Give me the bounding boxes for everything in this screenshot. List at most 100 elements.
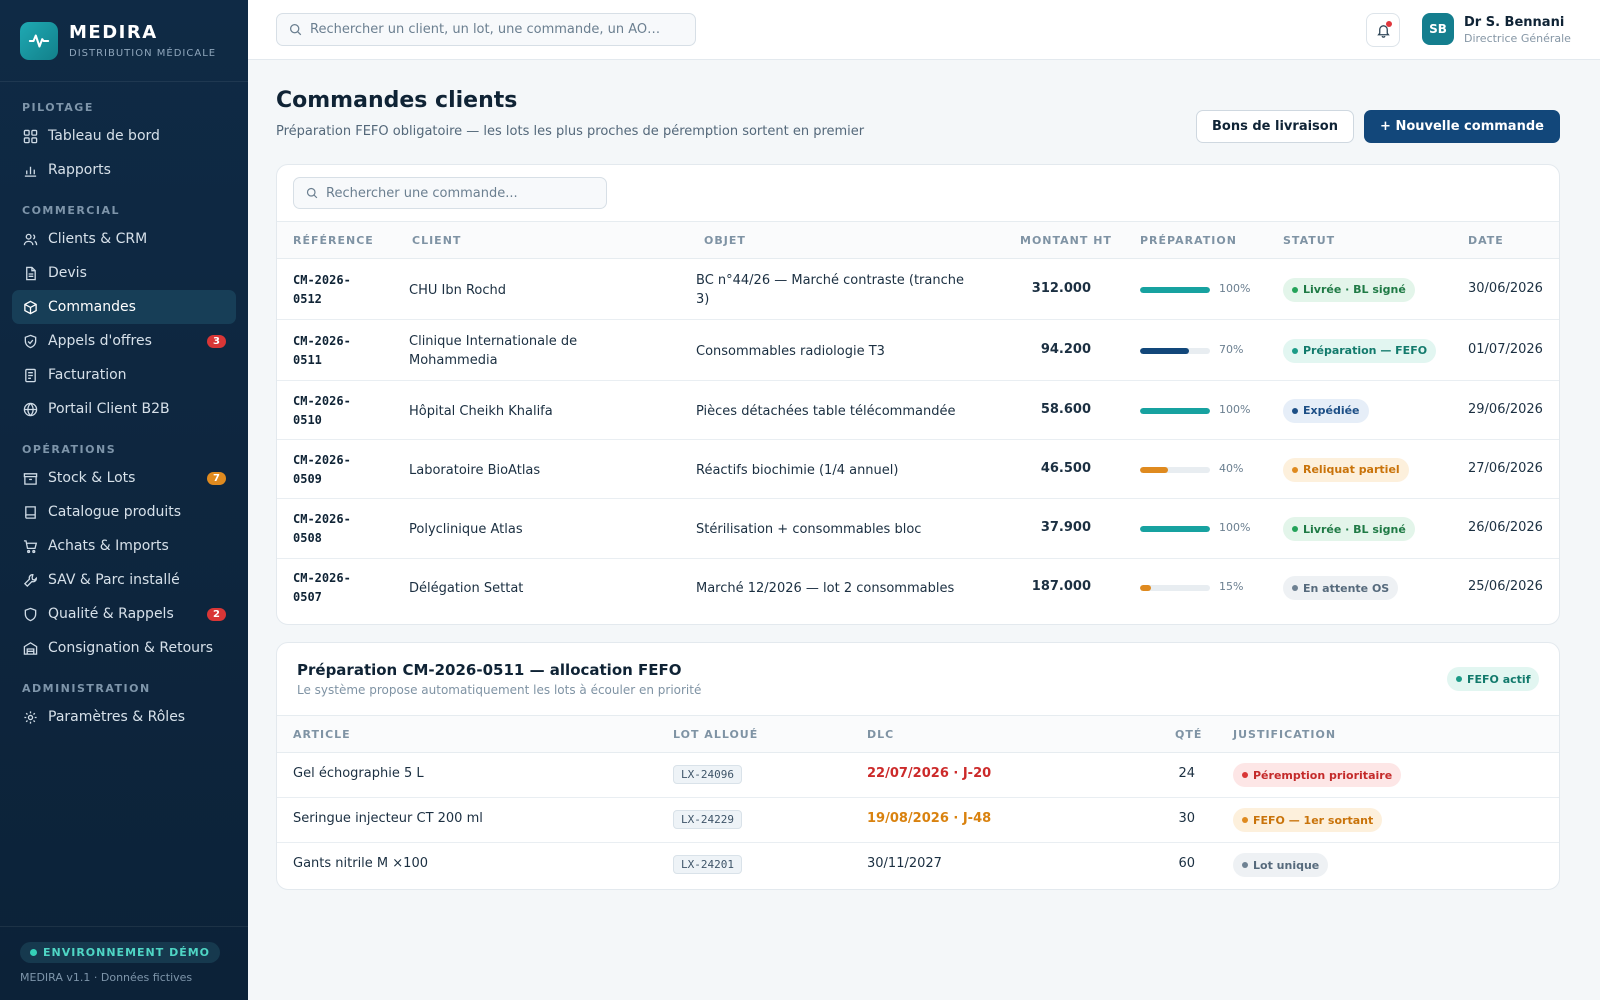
status-dot-icon bbox=[1292, 347, 1298, 354]
package-icon bbox=[22, 470, 38, 486]
avatar[interactable]: SB bbox=[1422, 13, 1454, 45]
sidebar-item-qualite-rappels[interactable]: Qualité & Rappels 2 bbox=[12, 597, 236, 631]
sidebar-item-sav[interactable]: SAV & Parc installé bbox=[12, 563, 236, 597]
table-row[interactable]: CM-2026- 0512 CHU Ibn Rochd BC n°44/26 — Ma… bbox=[277, 259, 1559, 320]
fefo-active-label: FEFO actif bbox=[1467, 672, 1531, 686]
sidebar-item-label: Appels d'offres bbox=[48, 333, 152, 349]
order-object-line: BC n°44/26 — Marché contraste (tranche bbox=[696, 272, 964, 288]
order-reference[interactable]: CM-2026- 0510 bbox=[293, 392, 351, 430]
brand[interactable]: MEDIRA DISTRIBUTION MÉDICALE bbox=[0, 0, 248, 82]
status-dot-icon bbox=[30, 949, 37, 956]
order-client-line: CHU Ibn Rochd bbox=[409, 282, 506, 298]
sidebar-item-commandes[interactable]: Commandes bbox=[12, 290, 236, 324]
order-reference-part: 0510 bbox=[293, 412, 322, 427]
column-header-reference[interactable]: RÉFÉRENCE bbox=[293, 234, 374, 247]
progress-fill bbox=[1140, 286, 1210, 293]
order-client: Laboratoire BioAtlas bbox=[409, 461, 540, 480]
status-badge: Préparation — FEFO bbox=[1283, 338, 1437, 363]
lot-code: LX-24229 bbox=[673, 810, 742, 829]
status-dot-icon bbox=[1292, 407, 1298, 414]
order-reference[interactable]: CM-2026- 0511 bbox=[293, 332, 351, 370]
status-dot-icon bbox=[1456, 676, 1462, 682]
column-header-statut[interactable]: STATUT bbox=[1283, 234, 1336, 247]
user-name[interactable]: Dr S. Bennani bbox=[1464, 15, 1565, 30]
order-reference[interactable]: CM-2026- 0509 bbox=[293, 451, 351, 489]
lot-cell: LX-24096 bbox=[673, 765, 742, 784]
column-header-objet[interactable]: OBJET bbox=[704, 234, 746, 247]
progress-percent: 100% bbox=[1219, 281, 1251, 295]
notification-dot bbox=[1386, 21, 1392, 27]
progress-fill bbox=[1140, 407, 1210, 414]
sidebar-item-portail-b2b[interactable]: Portail Client B2B bbox=[12, 392, 236, 426]
order-object: Marché 12/2026 — lot 2 consommables bbox=[696, 579, 954, 598]
sidebar-item-label: Stock & Lots bbox=[48, 470, 136, 486]
justification-badge: Péremption prioritaire bbox=[1233, 763, 1402, 787]
order-search-input[interactable]: Rechercher une commande... bbox=[293, 177, 607, 209]
order-search-placeholder: Rechercher une commande... bbox=[326, 185, 518, 201]
table-row[interactable]: CM-2026- 0510 Hôpital Cheikh Khalifa Pièces… bbox=[277, 381, 1559, 440]
table-row[interactable]: CM-2026- 0508 Polyclinique Atlas Stérilisat… bbox=[277, 499, 1559, 559]
table-row: Gants nitrile M ×100 LX-24201 30/11/2027 60… bbox=[277, 843, 1559, 888]
wrench-icon bbox=[22, 572, 38, 588]
progress-bar bbox=[1140, 347, 1210, 354]
order-amount: 37.900 bbox=[1040, 520, 1091, 535]
fefo-subtitle: Le système propose automatiquement les l… bbox=[297, 683, 702, 697]
order-reference[interactable]: CM-2026- 0507 bbox=[293, 569, 351, 607]
dlc-date: 19/08/2026 · J-48 bbox=[867, 811, 992, 826]
order-reference-part: CM-2026- bbox=[293, 272, 351, 287]
notifications-button[interactable] bbox=[1366, 13, 1400, 47]
search-icon bbox=[306, 187, 318, 199]
order-date: 30/06/2026 bbox=[1468, 280, 1543, 296]
sidebar-item-clients-crm[interactable]: Clients & CRM bbox=[12, 222, 236, 256]
order-client: Hôpital Cheikh Khalifa bbox=[409, 402, 553, 421]
sidebar-item-appels-offres[interactable]: Appels d'offres 3 bbox=[12, 324, 236, 358]
lot-cell: LX-24201 bbox=[673, 855, 742, 874]
sidebar-item-consignation[interactable]: Consignation & Retours bbox=[12, 631, 236, 665]
progress-fill bbox=[1140, 585, 1151, 591]
table-row[interactable]: CM-2026- 0509 Laboratoire BioAtlas Réactifs… bbox=[277, 440, 1559, 499]
order-reference[interactable]: CM-2026- 0508 bbox=[293, 510, 351, 548]
order-reference-part: 0511 bbox=[293, 352, 322, 367]
column-header-date[interactable]: DATE bbox=[1468, 234, 1504, 247]
status-dot-icon bbox=[1242, 862, 1248, 868]
column-header-preparation[interactable]: PRÉPARATION bbox=[1140, 234, 1237, 247]
order-reference-part: CM-2026- bbox=[293, 571, 351, 585]
sidebar-item-catalogue[interactable]: Catalogue produits bbox=[12, 495, 236, 529]
table-row[interactable]: CM-2026- 0507 Délégation Settat Marché 12/2… bbox=[277, 559, 1559, 617]
table-row[interactable]: CM-2026- 0511 Clinique Internationale de Mo… bbox=[277, 320, 1559, 381]
order-amount: 187.000 bbox=[1031, 579, 1091, 594]
global-search-input[interactable]: Rechercher un client, un lot, une comman… bbox=[276, 13, 696, 46]
sidebar-item-parametres[interactable]: Paramètres & Rôles bbox=[12, 700, 236, 734]
progress-fill bbox=[1140, 526, 1210, 532]
order-reference[interactable]: CM-2026- 0512 bbox=[293, 271, 351, 309]
order-client-line: Délégation Settat bbox=[409, 581, 524, 596]
column-header-montant[interactable]: MONTANT HT bbox=[1020, 234, 1112, 247]
users-icon bbox=[22, 231, 38, 247]
version-text: MEDIRA v1.1 · Données fictives bbox=[20, 971, 193, 984]
new-order-button[interactable]: + Nouvelle commande bbox=[1364, 110, 1560, 143]
order-object-line: Réactifs biochimie (1/4 annuel) bbox=[696, 462, 899, 478]
justification-label: Péremption prioritaire bbox=[1253, 768, 1393, 782]
sidebar-item-stock-lots[interactable]: Stock & Lots 7 bbox=[12, 461, 236, 495]
order-amount: 46.500 bbox=[1040, 460, 1091, 476]
page-subtitle: Préparation FEFO obligatoire — les lots … bbox=[276, 124, 865, 139]
sidebar-item-achats-imports[interactable]: Achats & Imports bbox=[12, 529, 236, 563]
sidebar-item-facturation[interactable]: Facturation bbox=[12, 358, 236, 392]
justification-label: Lot unique bbox=[1253, 858, 1320, 872]
justification-badge: FEFO — 1er sortant bbox=[1233, 808, 1383, 832]
user-role: Directrice Générale bbox=[1464, 32, 1571, 45]
count-badge: 7 bbox=[207, 471, 226, 485]
sidebar-item-devis[interactable]: Devis bbox=[12, 256, 236, 290]
lot-cell: LX-24229 bbox=[673, 810, 742, 829]
brand-name: MEDIRA bbox=[69, 22, 158, 43]
sidebar-item-rapports[interactable]: Rapports bbox=[12, 153, 236, 187]
sidebar-item-tableau-de-bord[interactable]: Tableau de bord bbox=[12, 119, 236, 153]
sidebar-item-label: Devis bbox=[48, 265, 87, 281]
fefo-title: Préparation CM-2026-0511 — allocation FE… bbox=[297, 661, 682, 679]
delivery-notes-button[interactable]: Bons de livraison bbox=[1196, 110, 1354, 143]
order-amount: 312.000 bbox=[1031, 280, 1091, 296]
fefo-active-badge: FEFO actif bbox=[1447, 667, 1540, 691]
column-header-client[interactable]: CLIENT bbox=[412, 234, 462, 247]
order-amount: 94.200 bbox=[1040, 341, 1091, 357]
status-label: Livrée · BL signé bbox=[1303, 283, 1406, 296]
